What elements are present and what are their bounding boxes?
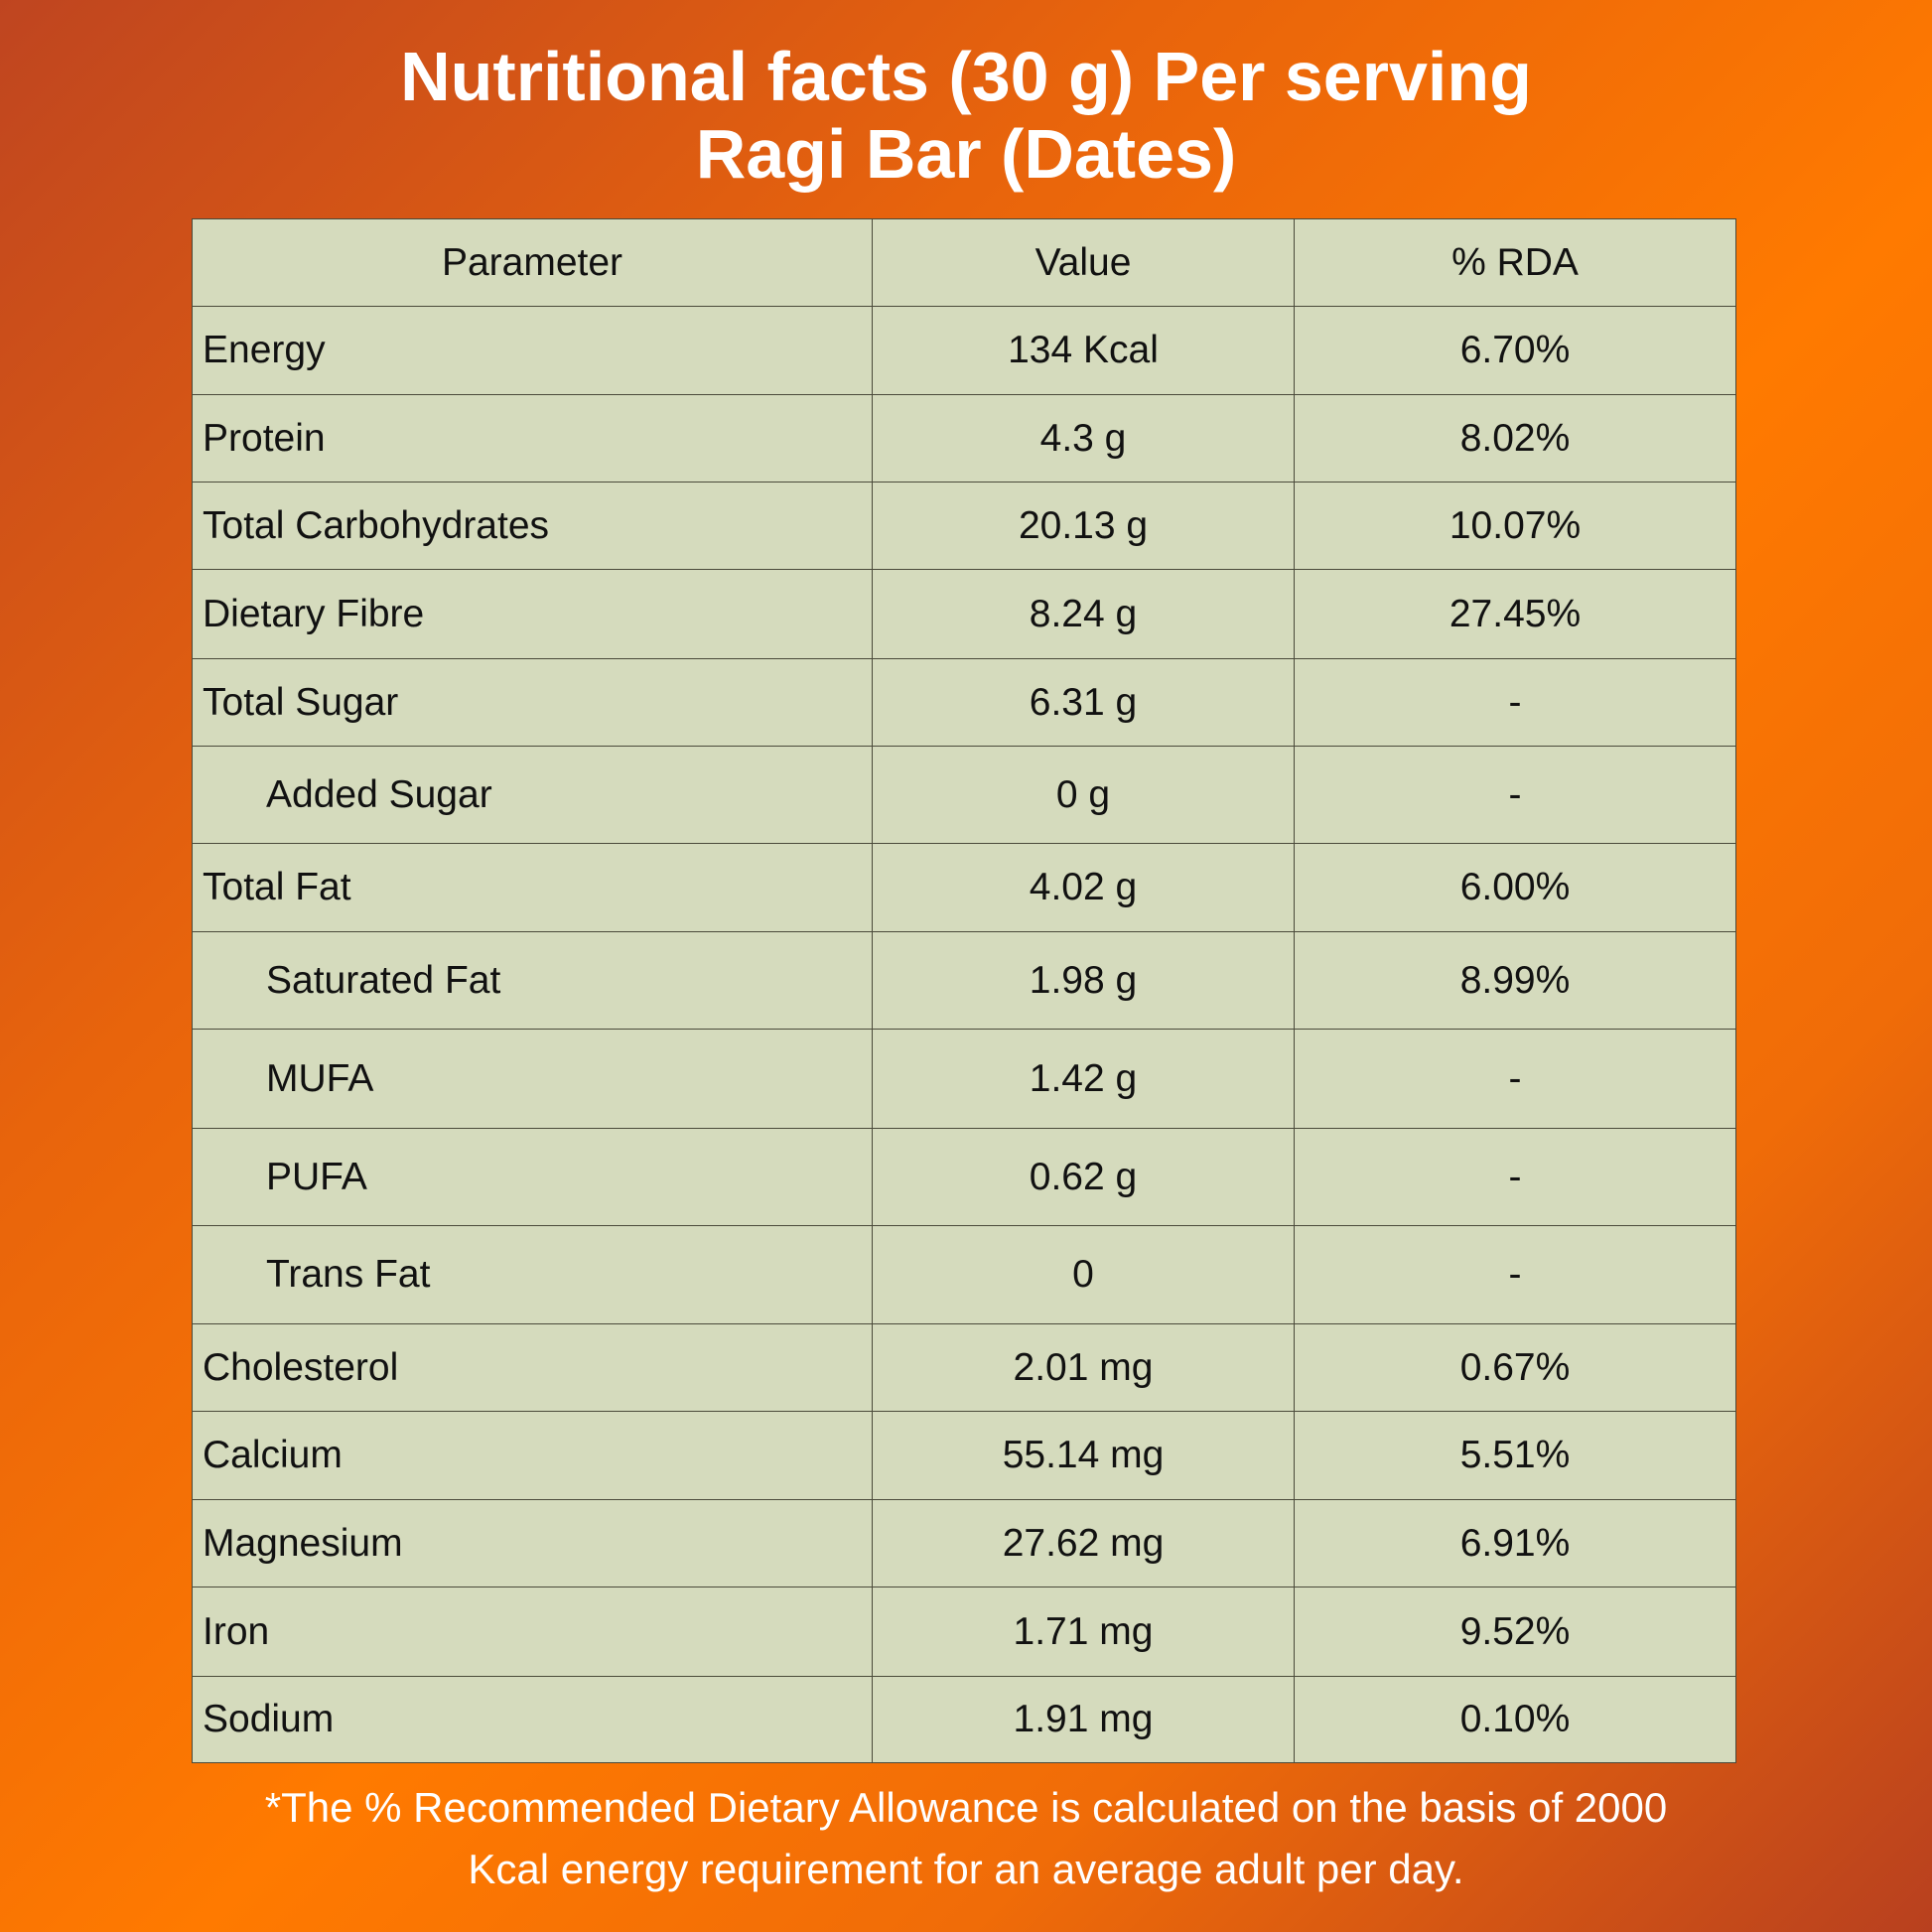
value-cell: 4.3 g [872,394,1295,483]
table-row: PUFA 0.62 g- [192,1128,1736,1226]
parameter-cell: Iron [192,1587,873,1677]
table-row: Energy 134 Kcal 6.70% [192,306,1736,395]
table-row: Saturated Fat 1.98 g 8.99% [192,931,1736,1030]
value-cell: 1.71 mg [872,1587,1295,1677]
parameter-cell: MUFA [192,1029,873,1129]
table-row: Trans Fat 0- [192,1225,1736,1324]
header-value: Value [872,218,1295,307]
rda-cell: 10.07% [1294,482,1736,570]
table-row: Calcium 55.14 mg 5.51% [192,1411,1736,1500]
value-cell: 1.98 g [872,931,1295,1030]
footnote: *The % Recommended Dietary Allowance is … [0,1777,1932,1900]
rda-cell: - [1294,1029,1736,1129]
rda-cell: 6.91% [1294,1499,1736,1587]
table-row: Total Fat 4.02 g 6.00% [192,843,1736,932]
table-header-row: Parameter Value % RDA [192,218,1736,307]
parameter-cell: Sodium [192,1676,873,1763]
value-cell: 2.01 mg [872,1323,1295,1412]
parameter-cell: Protein [192,394,873,483]
page-title: Nutritional facts (30 g) Per serving Rag… [0,38,1932,193]
parameter-cell: Total Sugar [192,658,873,747]
rda-cell: 0.67% [1294,1323,1736,1412]
title-line-1: Nutritional facts (30 g) Per serving [400,38,1532,115]
rda-cell: 6.70% [1294,306,1736,395]
rda-cell: 0.10% [1294,1676,1736,1763]
table-row: Iron 1.71 mg 9.52% [192,1587,1736,1677]
rda-cell: 27.45% [1294,569,1736,659]
rda-cell: - [1294,658,1736,747]
table-row: Added Sugar 0 g- [192,746,1736,844]
parameter-cell: Magnesium [192,1499,873,1587]
parameter-cell: Energy [192,306,873,395]
parameter-cell: Saturated Fat [192,931,873,1030]
table-row: Dietary Fibre 8.24 g 27.45% [192,569,1736,659]
parameter-cell: Total Fat [192,843,873,932]
value-cell: 8.24 g [872,569,1295,659]
value-cell: 20.13 g [872,482,1295,570]
footnote-line-2: Kcal energy requirement for an average a… [468,1846,1464,1892]
value-cell: 6.31 g [872,658,1295,747]
value-cell: 55.14 mg [872,1411,1295,1500]
value-cell: 1.42 g [872,1029,1295,1129]
rda-cell: - [1294,1225,1736,1324]
value-cell: 134 Kcal [872,306,1295,395]
table-row: Sodium 1.91 mg 0.10% [192,1676,1736,1763]
rda-cell: - [1294,746,1736,844]
title-line-2: Ragi Bar (Dates) [695,115,1237,193]
nutrition-table: Parameter Value % RDA Energy 134 Kcal 6.70… [192,218,1736,1763]
rda-cell: 6.00% [1294,843,1736,932]
value-cell: 27.62 mg [872,1499,1295,1587]
parameter-cell: Dietary Fibre [192,569,873,659]
rda-cell: 8.02% [1294,394,1736,483]
table-row: Total Sugar 6.31 g- [192,658,1736,747]
parameter-cell: PUFA [192,1128,873,1226]
parameter-cell: Added Sugar [192,746,873,844]
parameter-cell: Trans Fat [192,1225,873,1324]
header-rda: % RDA [1294,218,1736,307]
header-parameter: Parameter [192,218,873,307]
table-row: MUFA 1.42 g- [192,1029,1736,1129]
rda-cell: 9.52% [1294,1587,1736,1677]
value-cell: 0.62 g [872,1128,1295,1226]
table-row: Total Carbohydrates 20.13 g 10.07% [192,482,1736,570]
value-cell: 1.91 mg [872,1676,1295,1763]
rda-cell: - [1294,1128,1736,1226]
parameter-cell: Total Carbohydrates [192,482,873,570]
table-row: Magnesium 27.62 mg 6.91% [192,1499,1736,1587]
table-row: Protein 4.3 g 8.02% [192,394,1736,483]
rda-cell: 5.51% [1294,1411,1736,1500]
rda-cell: 8.99% [1294,931,1736,1030]
parameter-cell: Calcium [192,1411,873,1500]
table-row: Cholesterol 2.01 mg 0.67% [192,1323,1736,1412]
parameter-cell: Cholesterol [192,1323,873,1412]
value-cell: 0 [872,1225,1295,1324]
value-cell: 4.02 g [872,843,1295,932]
footnote-line-1: *The % Recommended Dietary Allowance is … [264,1784,1668,1831]
value-cell: 0 g [872,746,1295,844]
